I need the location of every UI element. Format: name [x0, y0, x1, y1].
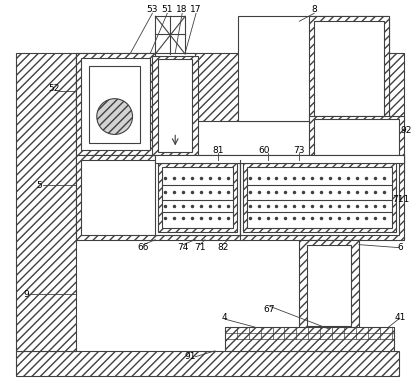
- Bar: [155, 155, 403, 163]
- Bar: [155, 160, 239, 235]
- Bar: [158, 59, 192, 152]
- Bar: [309, 16, 388, 120]
- Bar: [237, 16, 388, 120]
- Bar: [81, 160, 313, 235]
- Text: 9: 9: [24, 290, 29, 299]
- Bar: [306, 245, 350, 326]
- Text: 74: 74: [177, 243, 188, 252]
- Bar: [309, 115, 403, 173]
- Bar: [155, 53, 195, 160]
- Text: 711: 711: [391, 195, 408, 205]
- Text: 52: 52: [48, 84, 59, 93]
- Text: 92: 92: [400, 126, 411, 135]
- Text: 82: 82: [217, 243, 228, 252]
- Text: 66: 66: [138, 243, 149, 252]
- Bar: [76, 53, 155, 155]
- Bar: [316, 341, 338, 351]
- Bar: [224, 327, 393, 351]
- Bar: [76, 155, 403, 240]
- Bar: [313, 119, 398, 170]
- Text: 8: 8: [311, 5, 316, 14]
- Bar: [152, 56, 197, 155]
- Text: 51: 51: [161, 5, 173, 14]
- Bar: [162, 167, 232, 228]
- Bar: [17, 53, 76, 351]
- Bar: [158, 163, 236, 232]
- Text: 71: 71: [194, 243, 205, 252]
- Text: 67: 67: [263, 305, 275, 314]
- Text: 6: 6: [397, 243, 403, 252]
- Text: 41: 41: [394, 313, 405, 322]
- Bar: [246, 167, 391, 228]
- Bar: [313, 21, 383, 115]
- Text: 17: 17: [190, 5, 201, 14]
- Text: 60: 60: [258, 146, 270, 155]
- Bar: [242, 163, 395, 232]
- Bar: [320, 327, 336, 341]
- Bar: [81, 58, 150, 150]
- Text: 53: 53: [146, 5, 158, 14]
- Bar: [155, 16, 185, 54]
- Text: 5: 5: [36, 181, 42, 190]
- Text: 81: 81: [211, 146, 223, 155]
- Bar: [17, 351, 398, 376]
- Bar: [239, 160, 398, 235]
- Bar: [89, 66, 140, 143]
- Text: 18: 18: [176, 5, 188, 14]
- Bar: [299, 240, 358, 329]
- Text: 4: 4: [221, 313, 227, 322]
- Text: 73: 73: [293, 146, 304, 155]
- Circle shape: [97, 99, 132, 134]
- Bar: [76, 53, 403, 120]
- Text: 91: 91: [184, 352, 195, 361]
